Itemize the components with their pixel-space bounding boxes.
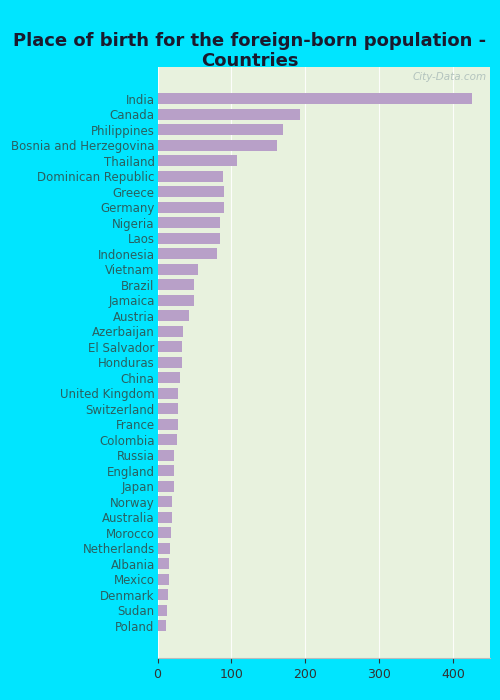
Bar xyxy=(158,202,224,213)
Bar xyxy=(158,605,167,615)
Bar xyxy=(158,279,194,290)
Bar xyxy=(158,125,283,135)
Bar xyxy=(158,388,178,399)
Bar xyxy=(158,326,184,337)
Bar xyxy=(158,434,178,445)
Bar xyxy=(158,466,174,476)
Bar xyxy=(158,372,180,383)
Bar xyxy=(158,481,174,491)
Bar xyxy=(158,450,174,461)
Bar xyxy=(158,419,178,430)
Bar xyxy=(158,527,171,538)
Text: City-Data.com: City-Data.com xyxy=(412,72,486,83)
Bar xyxy=(158,171,222,182)
Bar xyxy=(158,496,172,507)
Bar xyxy=(158,186,224,197)
Text: Place of birth for the foreign-born population -
Countries: Place of birth for the foreign-born popu… xyxy=(14,32,486,70)
Bar xyxy=(158,512,172,523)
Bar xyxy=(158,295,194,306)
Bar xyxy=(158,310,190,321)
Bar xyxy=(158,559,170,569)
Bar xyxy=(158,342,182,352)
Bar xyxy=(158,140,277,150)
Bar xyxy=(158,589,168,600)
Bar xyxy=(158,620,166,631)
Bar xyxy=(158,218,220,228)
Bar xyxy=(158,357,182,368)
Bar xyxy=(158,264,198,274)
Bar xyxy=(158,233,220,244)
Bar xyxy=(158,248,216,259)
Bar xyxy=(158,574,168,584)
Bar xyxy=(158,155,238,166)
Bar xyxy=(158,109,300,120)
Bar xyxy=(158,403,178,414)
Bar xyxy=(158,93,471,104)
Bar xyxy=(158,542,170,554)
